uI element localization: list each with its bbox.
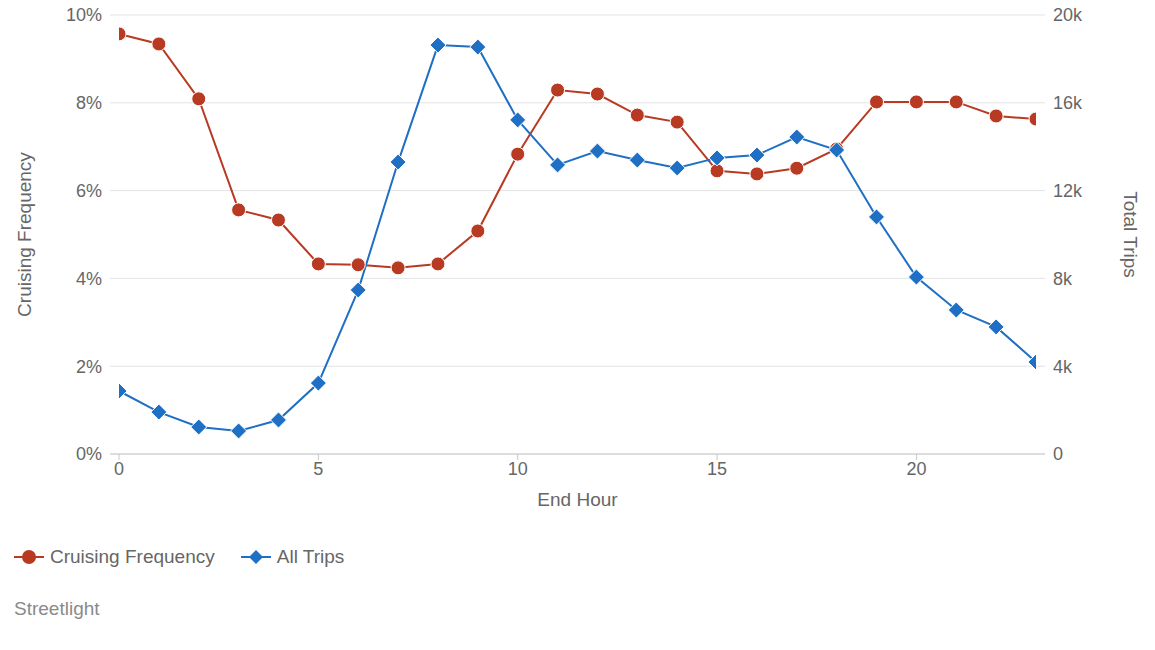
svg-text:End Hour: End Hour xyxy=(537,489,618,510)
html-text:Cruising Frequency: Cruising Frequency xyxy=(50,546,215,567)
svg-text:16k: 16k xyxy=(1053,93,1083,113)
svg-text:Total Trips: Total Trips xyxy=(1120,191,1141,278)
svg-text:10: 10 xyxy=(508,459,528,479)
svg-text:0: 0 xyxy=(1053,444,1063,464)
html-text:All Trips: All Trips xyxy=(276,546,345,567)
svg-text:20: 20 xyxy=(906,459,926,479)
svg-text:0%: 0% xyxy=(76,444,102,464)
svg-text:2%: 2% xyxy=(76,357,102,377)
svg-text:20k: 20k xyxy=(1053,5,1083,25)
html-text:Streetlight: Streetlight xyxy=(14,598,100,619)
svg-text:6%: 6% xyxy=(76,181,102,201)
svg-text:0: 0 xyxy=(114,459,124,479)
svg-text:5: 5 xyxy=(313,459,323,479)
svg-text:15: 15 xyxy=(707,459,727,479)
svg-text:4k: 4k xyxy=(1053,357,1073,377)
svg-text:Cruising Frequency: Cruising Frequency xyxy=(14,152,35,317)
svg-text:4%: 4% xyxy=(76,269,102,289)
svg-text:8%: 8% xyxy=(76,93,102,113)
svg-text:8k: 8k xyxy=(1053,269,1073,289)
svg-text:10%: 10% xyxy=(66,5,102,25)
svg-text:12k: 12k xyxy=(1053,181,1083,201)
